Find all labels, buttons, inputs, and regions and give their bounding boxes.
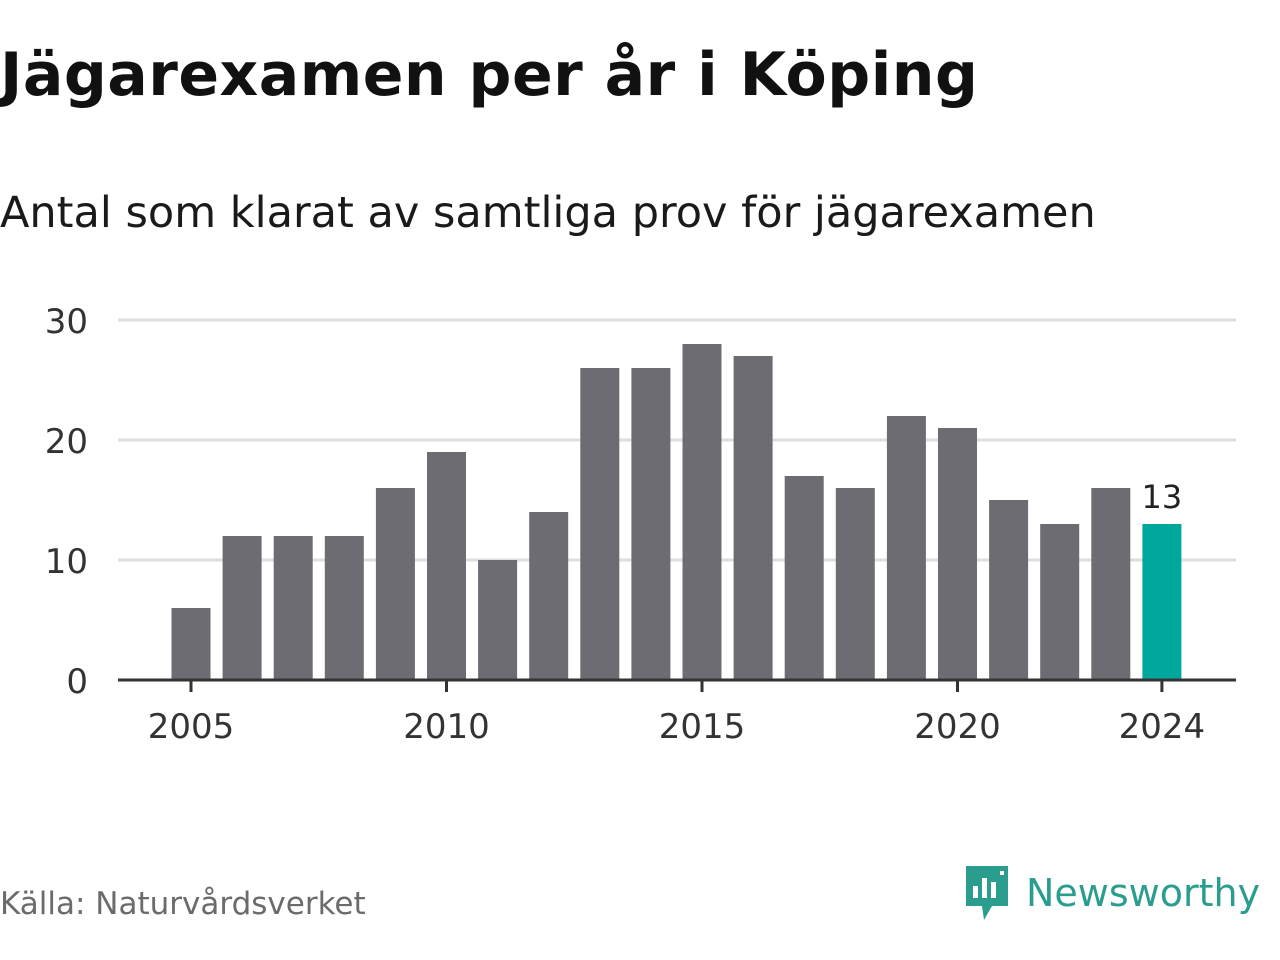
bar-2021 — [989, 500, 1029, 680]
brand-name: Newsworthy — [1026, 871, 1261, 915]
x-tick-labels: 2005 2010 2015 2020 2024 — [148, 707, 1205, 747]
y-tick-label: 20 — [45, 422, 88, 462]
bar-2018 — [835, 488, 875, 680]
y-tick-label: 30 — [45, 302, 88, 342]
chart-subtitle: Antal som klarat av samtliga prov för jä… — [0, 188, 1096, 238]
bar-2006 — [222, 536, 262, 680]
y-tick-labels: 0 10 20 30 — [45, 302, 88, 702]
chart-title: Jägarexamen per år i Köping — [0, 40, 979, 110]
x-tick-label: 2020 — [914, 707, 1001, 747]
brand-logo[interactable]: Newsworthy — [962, 862, 1260, 924]
bar-2017 — [784, 476, 824, 680]
bar-2015 — [682, 344, 722, 680]
bar-2014 — [631, 368, 671, 680]
bar-2009 — [375, 488, 415, 680]
bar-2016 — [733, 356, 773, 680]
data-label: 13 — [1142, 478, 1183, 516]
y-tick-label: 10 — [45, 542, 88, 582]
bar-2012 — [529, 512, 569, 680]
bar-2020 — [938, 428, 977, 680]
x-tick-label: 2015 — [659, 707, 746, 747]
x-tick-label: 2010 — [403, 707, 490, 747]
bar-2023 — [1091, 488, 1131, 680]
y-tick-label: 0 — [66, 662, 88, 702]
source-note: Källa: Naturvårdsverket — [0, 886, 366, 922]
bar-2013 — [580, 368, 620, 680]
bar-2019 — [886, 416, 926, 680]
bar-2022 — [1040, 524, 1080, 680]
x-tick-label: 2005 — [148, 707, 235, 747]
x-axis — [118, 678, 1236, 692]
bars — [171, 344, 1182, 680]
bar-2007 — [273, 536, 313, 680]
newsworthy-logo-icon — [966, 866, 1008, 920]
bar-2010 — [427, 452, 466, 680]
x-tick-label: 2024 — [1119, 707, 1206, 747]
bar-2008 — [324, 536, 364, 680]
bar-2024 — [1142, 524, 1182, 680]
data-labels: 13 — [1142, 478, 1183, 516]
bar-2011 — [478, 560, 518, 680]
bar-2005 — [171, 608, 211, 680]
